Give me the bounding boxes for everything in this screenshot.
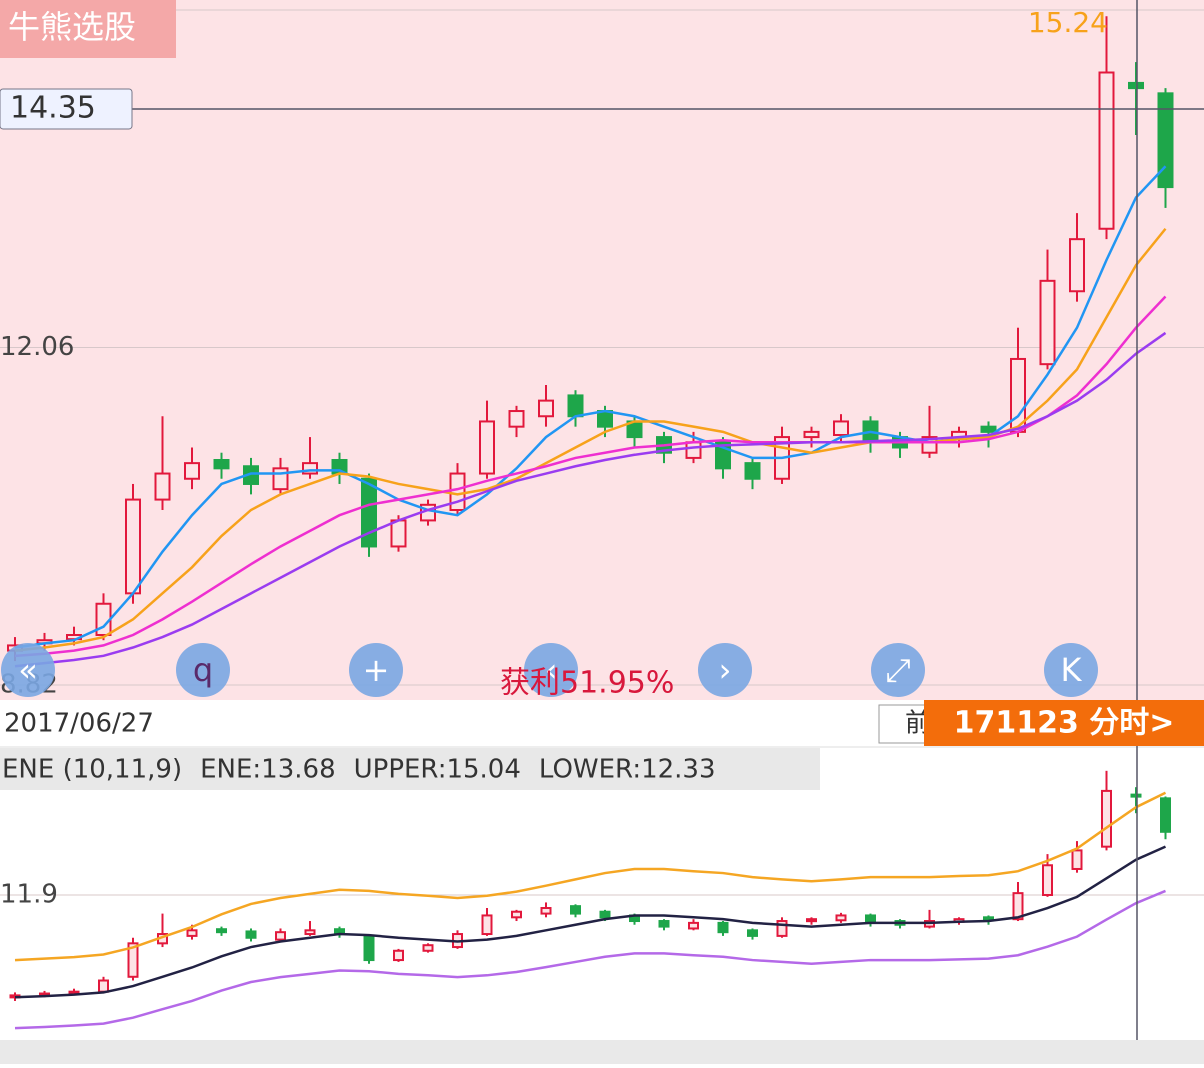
candle-body	[272, 467, 289, 491]
candle-body	[245, 930, 257, 939]
candle-body	[393, 949, 404, 962]
profit-label: 获利51.95%	[500, 666, 674, 701]
time-button[interactable]: 171123 分时>	[954, 706, 1175, 741]
y-tick-label: 12.06	[0, 332, 74, 362]
indicator-header-bg	[0, 748, 820, 790]
candle-body	[776, 920, 788, 937]
indicator-legend: UPPER:15.04	[354, 755, 521, 785]
candle-body	[1157, 92, 1174, 189]
candle-body	[1069, 238, 1085, 293]
candle-body	[363, 934, 375, 962]
candle-body	[597, 410, 613, 428]
candle-body	[1130, 793, 1142, 798]
candle-body	[302, 462, 318, 475]
line	[14, 791, 1167, 962]
candle-body	[422, 944, 434, 952]
candle-body	[213, 459, 230, 470]
indicator-legend: ENE:13.68	[200, 755, 336, 785]
indicator-legend: LOWER:12.33	[539, 755, 716, 785]
indicator-legend: ENE (10,11,9)	[2, 755, 182, 785]
candle-body	[1128, 81, 1144, 90]
candle-body	[1042, 864, 1053, 896]
candle-body	[658, 920, 670, 928]
toolbar-button[interactable]	[349, 643, 403, 697]
line	[14, 889, 1166, 1030]
max-label: 15.24	[1028, 6, 1108, 39]
candle-body	[1160, 797, 1171, 833]
toolbar-icon[interactable]: ›	[719, 651, 732, 689]
date: 2017/06/27	[4, 709, 154, 739]
toolbar-icon[interactable]: q	[193, 651, 213, 689]
toolbar-icon[interactable]: «	[18, 651, 38, 689]
candle-body	[747, 929, 758, 937]
candle-body	[98, 979, 109, 993]
candle-body	[1098, 71, 1115, 230]
candle-body	[275, 931, 286, 941]
candle-body	[835, 914, 847, 922]
candle-body	[449, 472, 466, 511]
line	[14, 331, 1167, 668]
candle-body	[717, 921, 729, 934]
line	[14, 227, 1167, 652]
candle-body	[540, 907, 552, 915]
toolbar-icon[interactable]: K	[1061, 651, 1083, 689]
toolbar-button[interactable]	[176, 643, 230, 697]
candle-body	[803, 430, 820, 439]
candle-body	[1012, 892, 1024, 921]
y-tick-label: 11.9	[0, 880, 58, 910]
candle-body	[125, 498, 141, 595]
candle-body	[685, 441, 702, 459]
candle-body	[184, 462, 200, 480]
candle-body	[1071, 849, 1083, 870]
candle-body	[511, 910, 522, 919]
candle-body	[508, 410, 525, 428]
candle-body	[688, 921, 699, 930]
badge-bg	[0, 0, 176, 58]
bottom-strip	[0, 1040, 1204, 1064]
toolbar-button[interactable]	[1044, 643, 1098, 697]
candle-body	[154, 472, 171, 501]
candle-body	[479, 420, 495, 475]
candle-body	[599, 910, 611, 919]
toolbar-icon[interactable]: ‹	[545, 651, 558, 689]
time-button-bg[interactable]	[924, 700, 1204, 746]
badge: 牛熊选股	[8, 8, 136, 46]
candle-body	[216, 928, 227, 934]
candle-body	[833, 420, 849, 437]
candle-body	[980, 425, 997, 433]
candle-body	[304, 929, 316, 936]
toolbar-button[interactable]	[698, 643, 752, 697]
candle-body	[744, 462, 761, 480]
candle-body	[570, 905, 581, 915]
price-box	[0, 88, 133, 130]
candle-body	[1101, 789, 1112, 848]
toolbar-button[interactable]	[524, 643, 578, 697]
line	[14, 845, 1167, 999]
candle-body	[567, 394, 584, 418]
crosshair-price: 14.35	[10, 90, 96, 125]
candle-body	[806, 918, 817, 923]
main-panel-bg	[0, 0, 1204, 700]
candle-body	[361, 477, 377, 548]
candle-body	[538, 399, 554, 418]
candle-body	[481, 914, 493, 936]
candle-body	[127, 942, 139, 978]
toolbar-icon[interactable]: +	[363, 651, 390, 689]
candle-body	[390, 519, 407, 548]
toolbar-button[interactable]	[1, 643, 55, 697]
toolbar-button[interactable]	[871, 643, 925, 697]
candle-body	[186, 929, 198, 937]
candle-body	[1039, 279, 1056, 366]
toolbar-icon[interactable]: ⤢	[885, 651, 911, 689]
line	[14, 295, 1167, 658]
candle-body	[983, 916, 994, 921]
